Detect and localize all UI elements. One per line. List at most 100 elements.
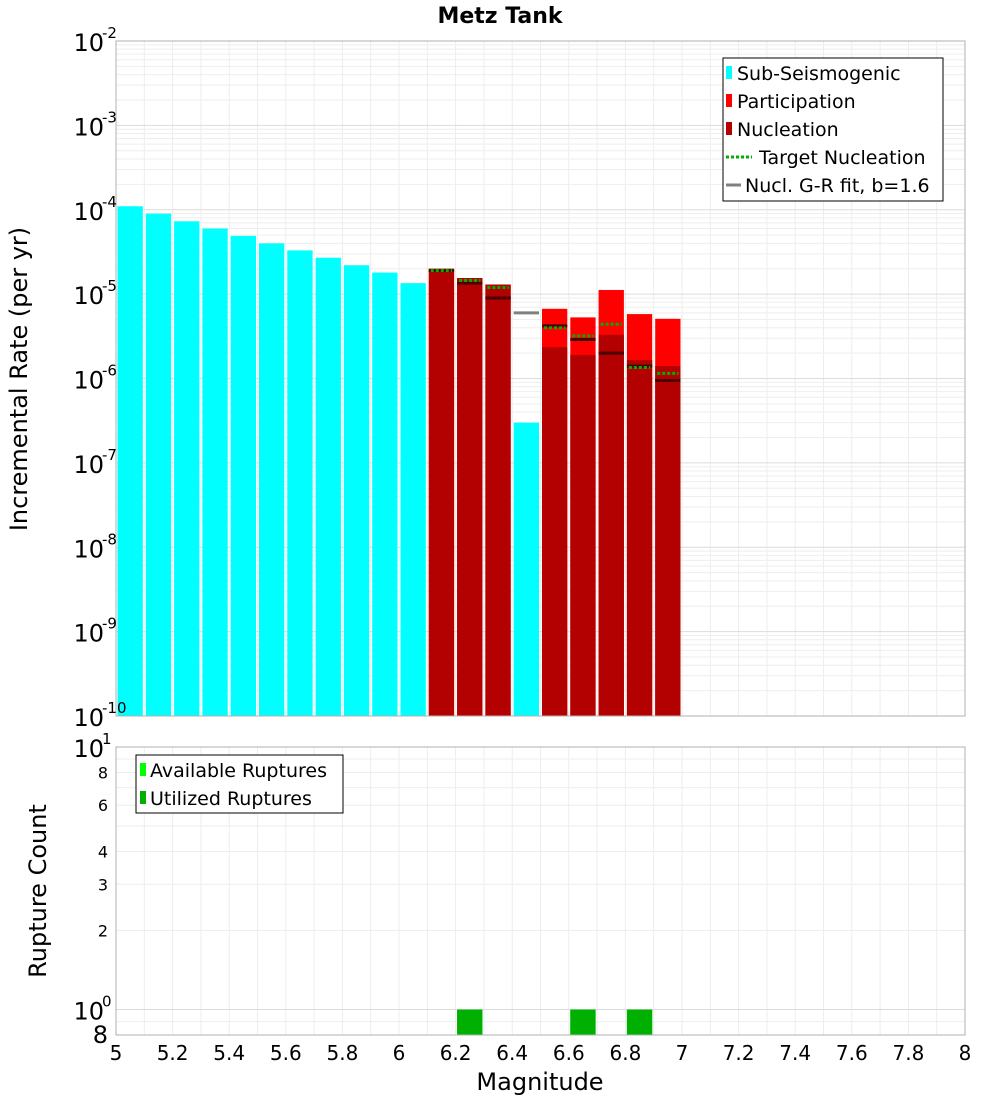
y-tick-label: 10-4: [73, 193, 117, 226]
y-tick-base: 10: [73, 113, 104, 141]
y-tick-base: 10: [73, 29, 104, 57]
y-tick-base: 10: [73, 367, 104, 395]
y-tick-label: 10-6: [73, 362, 117, 395]
bar-sub-seismogenic: [513, 422, 539, 716]
y-tick-label: 10-5: [73, 277, 117, 310]
count-legend-box: [135, 754, 344, 814]
rate-legend-box: [722, 57, 944, 202]
y-tick-exponent: -3: [102, 108, 117, 126]
y-minor-tick-label: 4: [98, 842, 108, 861]
y-tick-label: 10-8: [73, 530, 117, 563]
y-tick-label: 10-7: [73, 446, 117, 479]
legend-swatch-nucleation: [726, 122, 732, 135]
y-tick-label: 10-10: [73, 699, 126, 732]
y-tick-exponent: -8: [102, 530, 117, 548]
legend-label-sub-seismogenic: Sub-Seismogenic: [737, 63, 901, 85]
bar-nucleation: [626, 360, 653, 716]
y-tick-exponent: -7: [102, 446, 117, 464]
x-tick-label: 5.6: [270, 1041, 302, 1065]
x-tick-label: 8: [959, 1041, 972, 1065]
y-bottom-tick-label: 8: [93, 1021, 108, 1049]
bar-nucleation: [570, 354, 596, 716]
y-tick-exponent: -9: [102, 615, 117, 633]
x-tick-label: 7: [676, 1041, 689, 1065]
y-tick-exponent: -2: [102, 24, 117, 42]
legend-label-nucleation: Nucleation: [737, 119, 839, 141]
bar-nucleation: [655, 366, 681, 716]
y-tick-base: 10: [73, 282, 104, 310]
bar-sub-seismogenic: [230, 235, 256, 716]
bar-sub-seismogenic: [174, 221, 200, 716]
bar-sub-seismogenic: [117, 206, 143, 716]
x-tick-label: 6.2: [440, 1041, 472, 1065]
y-tick-exponent: -4: [102, 193, 117, 211]
count-y-axis-label: Rupture Count: [24, 804, 52, 978]
y-minor-tick-label: 3: [98, 875, 108, 894]
x-tick-label: 5.4: [213, 1041, 245, 1065]
y-minor-tick-label: 6: [98, 796, 108, 815]
count-plot-frame: [115, 746, 966, 1036]
y-tick-base: 10: [73, 735, 104, 763]
y-tick-label: 10-2: [73, 24, 117, 57]
y-tick-label: 100: [73, 993, 111, 1026]
y-tick-label: 10-9: [73, 615, 117, 648]
legend-swatch-available-ruptures: [140, 763, 146, 776]
y-tick-exponent: 1: [102, 730, 112, 748]
x-tick-label: 7.2: [723, 1041, 755, 1065]
chart-title: Metz Tank: [437, 4, 563, 29]
count-bars: [457, 1009, 653, 1035]
x-tick-label: 7.4: [779, 1041, 811, 1065]
rate-gridlines: [116, 41, 966, 717]
legend-label-gr-fit: Nucl. G-R fit, b=1.6: [745, 175, 930, 197]
y-tick-base: 10: [73, 704, 104, 732]
bar-sub-seismogenic: [202, 228, 228, 716]
y-tick-exponent: -10: [102, 699, 127, 717]
x-tick-label: 7.8: [892, 1041, 924, 1065]
bar-sub-seismogenic: [145, 213, 172, 717]
rate-bars: [117, 206, 681, 717]
bar-sub-seismogenic: [400, 283, 426, 716]
x-tick-label: 6.8: [609, 1041, 641, 1065]
bar-nucleation: [542, 347, 568, 716]
y-tick-base: 10: [73, 535, 104, 563]
bar-nucleation: [428, 268, 455, 716]
y-tick-exponent: 0: [102, 993, 112, 1011]
bar-nucleation: [457, 278, 483, 716]
y-tick-exponent: -6: [102, 362, 117, 380]
rate-legend: Sub-Seismogenic Participation Nucleation…: [722, 57, 944, 202]
x-tick-label: 5: [110, 1041, 123, 1065]
bar-utilized-ruptures: [570, 1009, 596, 1035]
x-tick-label: 6: [393, 1041, 406, 1065]
rate-y-axis-label: Incremental Rate (per yr): [5, 227, 33, 531]
count-x-tick-labels: 5 5.2 5.4 5.6 5.8 6 6.2 6.4 6.6 6.8 7 7.2 7.4 7.6 7.8 8: [110, 1041, 972, 1065]
y-tick-base: 10: [73, 998, 104, 1026]
bar-sub-seismogenic: [259, 243, 285, 717]
bar-sub-seismogenic: [343, 265, 370, 716]
y-minor-tick-label: 2: [98, 922, 108, 941]
rate-line-marks: [428, 269, 681, 382]
y-tick-label: 10-3: [73, 108, 117, 141]
legend-label-participation: Participation: [737, 91, 856, 113]
x-tick-label: 6.6: [553, 1041, 585, 1065]
x-axis-label: Magnitude: [476, 1068, 603, 1096]
bar-sub-seismogenic: [287, 250, 313, 717]
count-legend: Available Ruptures Utilized Ruptures: [135, 754, 344, 814]
y-tick-label: 101: [73, 730, 111, 763]
bar-nucleation: [598, 334, 624, 716]
bar-sub-seismogenic: [315, 257, 341, 716]
bar-sub-seismogenic: [372, 272, 398, 716]
y-tick-base: 10: [73, 451, 104, 479]
y-minor-tick-label: 8: [98, 763, 108, 782]
bar-utilized-ruptures: [626, 1009, 653, 1035]
legend-swatch-sub-seismogenic: [726, 66, 732, 79]
y-tick-base: 10: [73, 620, 104, 648]
bar-nucleation: [485, 284, 511, 716]
bar-utilized-ruptures: [457, 1009, 483, 1035]
legend-label-target-nucleation: Target Nucleation: [758, 147, 926, 169]
y-tick-base: 10: [73, 198, 104, 226]
x-tick-label: 5.8: [326, 1041, 358, 1065]
